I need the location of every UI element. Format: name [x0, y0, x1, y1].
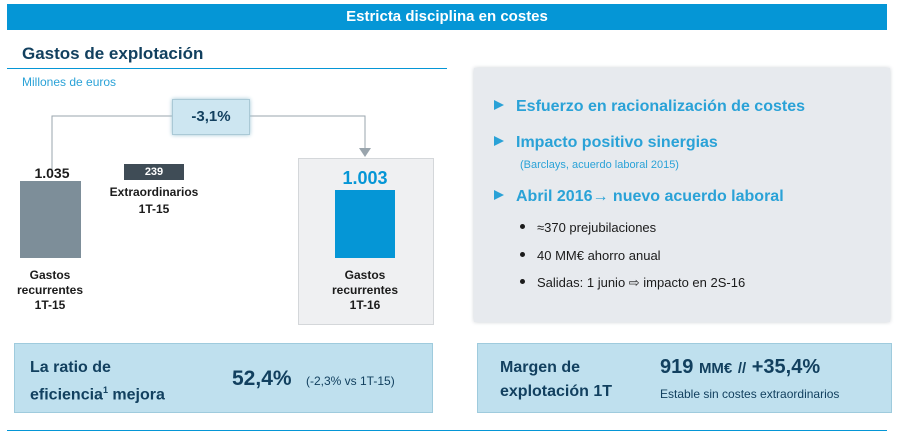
dot-bullet-icon	[520, 252, 525, 257]
units-subtitle: Millones de euros	[22, 75, 117, 89]
dot-bullet-icon	[520, 279, 525, 284]
efficiency-ratio-value: 52,4%	[232, 367, 292, 390]
bottom-divider	[7, 430, 887, 431]
footnote-marker: 1	[102, 385, 108, 395]
operating-margin-label: Margen de explotación 1T	[500, 356, 612, 404]
section-title: Gastos de explotación	[22, 44, 204, 63]
extraordinary-label-line: Extraordinarios	[109, 185, 199, 199]
variation-badge: -3,1%	[172, 99, 250, 135]
down-arrow-icon	[359, 148, 371, 157]
extraordinary-label: Extraordinarios 1T-15	[100, 184, 208, 218]
bar-1t16-label: Gastos recurrentes 1T-16	[323, 268, 407, 313]
subbullet-early-retirements: ≈370 prejubilaciones	[520, 220, 656, 235]
bar-1t15-label: Gastos recurrentes 1T-15	[12, 268, 88, 313]
margin-growth: +35,4%	[751, 356, 821, 378]
margin-unit: MM€	[698, 360, 733, 377]
ratio-label-word: mejora	[107, 386, 165, 404]
bullet-labor-agreement: Abril 2016→ nuevo acuerdo laboral	[494, 188, 784, 206]
bar-1t15-label-line: Gastos	[29, 268, 71, 282]
margin-amount: 919	[660, 356, 694, 378]
bullet-text: Abril 2016→ nuevo acuerdo laboral	[516, 188, 784, 205]
efficiency-ratio-panel	[14, 343, 433, 413]
extraordinary-value-badge: 239	[124, 164, 184, 180]
efficiency-ratio-change: (-2,3% vs 1T-15)	[306, 374, 395, 388]
triangle-bullet-icon	[494, 100, 504, 110]
dot-bullet-icon	[520, 224, 525, 229]
bullet-text: Impacto positivo sinergias	[516, 134, 718, 151]
subbullet-annual-savings: 40 MM€ ahorro anual	[520, 248, 661, 263]
bar-1t16-label-line: recurrentes	[331, 283, 399, 297]
bar-1t15-label-line: recurrentes	[16, 283, 84, 297]
bar-1t16-label-line: 1T-16	[349, 298, 381, 312]
margin-label-line: explotación 1T	[500, 383, 613, 400]
subbullet-text: ≈370 prejubilaciones	[537, 220, 657, 235]
bar-1t15-value: 1.035	[34, 165, 70, 181]
ratio-label-line: La ratio de	[30, 359, 111, 376]
extraordinary-label-line: 1T-15	[138, 202, 170, 216]
bar-1t16	[335, 190, 395, 258]
margin-label-line: Margen de	[500, 359, 581, 376]
bullet-synergies-note: (Barclays, acuerdo laboral 2015)	[520, 159, 679, 171]
triangle-bullet-icon	[494, 190, 504, 200]
subbullet-exits: Salidas: 1 junio ⇨ impacto en 2S-16	[520, 275, 745, 291]
efficiency-ratio-label: La ratio de eficiencia1 mejora	[30, 356, 165, 406]
ratio-label-word: eficiencia	[30, 386, 103, 404]
key-points-panel: Esfuerzo en racionalización de costes Im…	[474, 68, 890, 322]
operating-margin-note: Estable sin costes extraordinarios	[660, 387, 840, 401]
bar-1t16-value: 1.003	[342, 168, 388, 188]
bar-1t15-label-line: 1T-15	[34, 298, 66, 312]
title-banner: Estricta disciplina en costes	[7, 4, 887, 30]
bar-1t16-label-line: Gastos	[344, 268, 386, 282]
triangle-bullet-icon	[494, 136, 504, 146]
subbullet-text: 40 MM€ ahorro anual	[537, 248, 661, 263]
ratio-label-line: eficiencia1 mejora	[30, 379, 165, 406]
bar-1t15	[20, 181, 81, 258]
bullet-text: Esfuerzo en racionalización de costes	[516, 98, 805, 115]
bullet-cost-rationalization: Esfuerzo en racionalización de costes	[494, 98, 805, 116]
subbullet-text: Salidas: 1 junio ⇨ impacto en 2S-16	[537, 275, 746, 290]
margin-separator: //	[737, 360, 747, 377]
operating-margin-panel	[477, 343, 892, 413]
bullet-synergies: Impacto positivo sinergias	[494, 134, 718, 152]
operating-margin-value: 919 MM€ // +35,4%	[660, 356, 820, 379]
section-divider	[7, 68, 447, 69]
